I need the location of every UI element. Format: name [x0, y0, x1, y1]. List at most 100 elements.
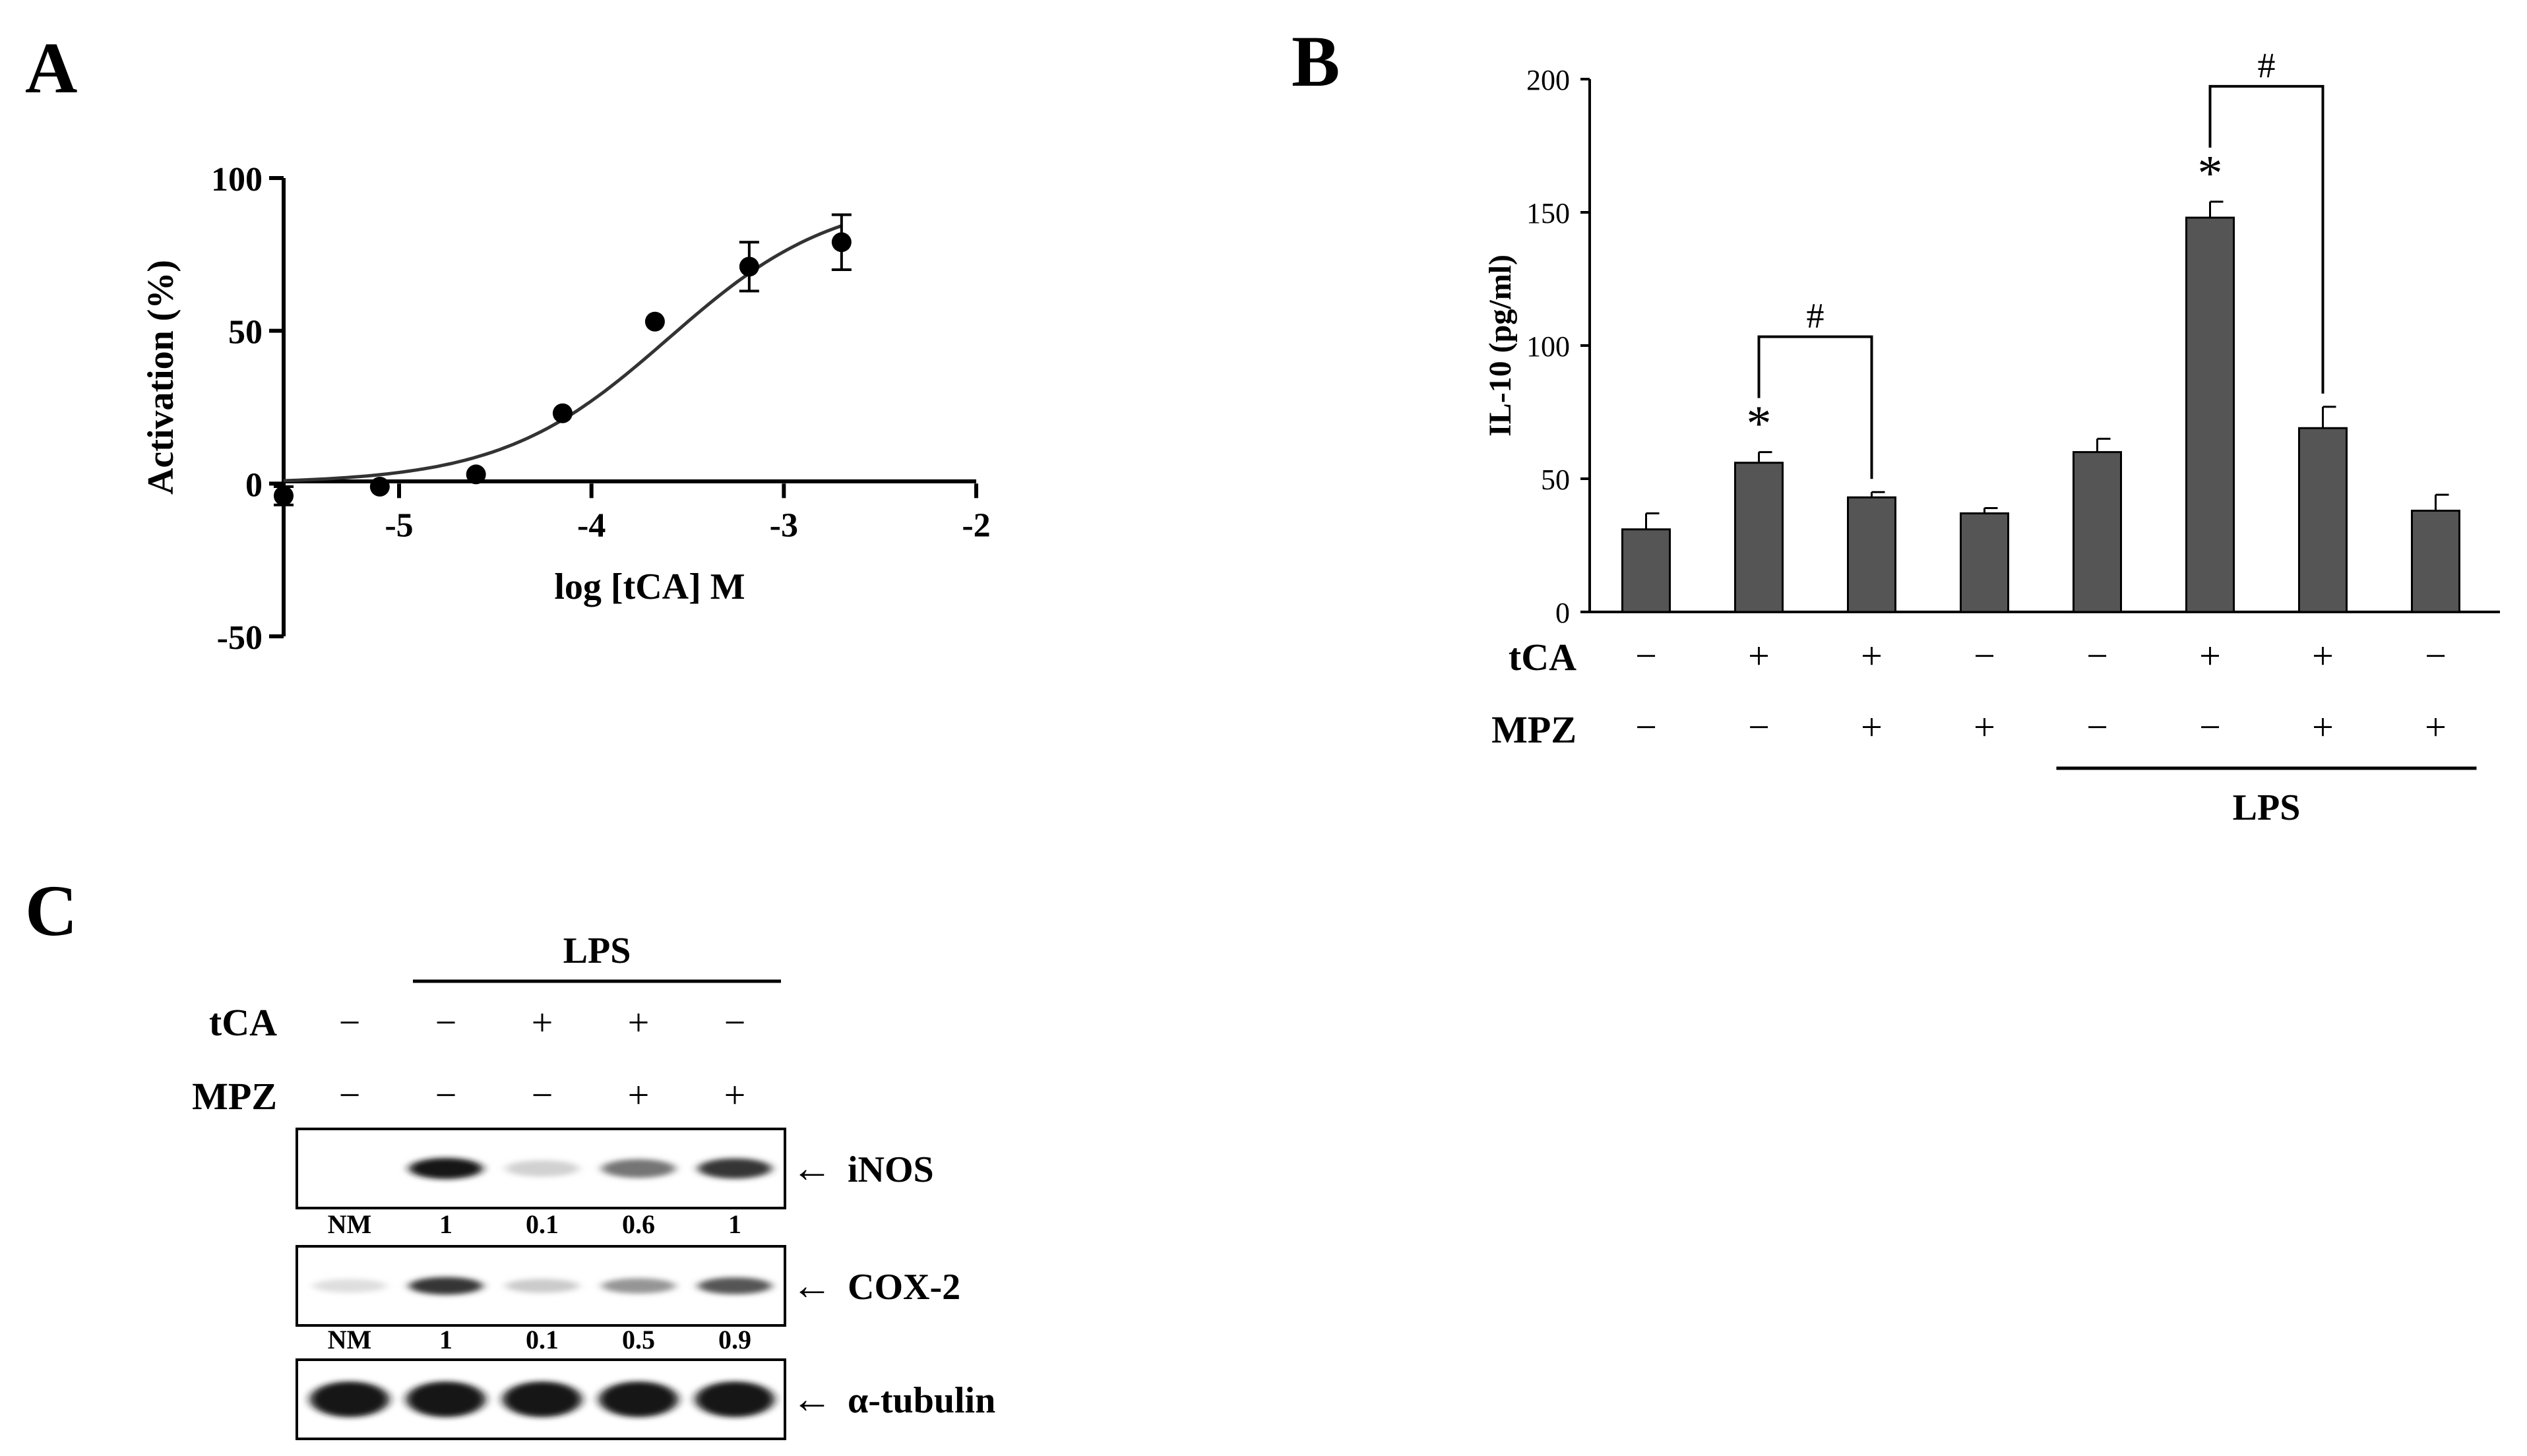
panel-c-quant-value: NM — [328, 1325, 372, 1354]
panel-c-sign: + — [628, 1001, 650, 1044]
panel-a-x-axis-label: log [tCA] M — [554, 566, 745, 607]
panel-c-protein-label: α-tubulin — [848, 1380, 995, 1421]
panel-b-significance-star: * — [1747, 396, 1772, 452]
panel-b-sign: + — [1748, 634, 1770, 677]
panel-a-data-point — [552, 403, 573, 423]
panel-b-sign: − — [1748, 706, 1770, 748]
panel-c-sign: − — [532, 1074, 553, 1116]
panel-b-y-axis-label: IL-10 (pg/ml) — [1483, 255, 1518, 437]
panel-a-data-point — [644, 311, 665, 332]
panel-b-sign: − — [2425, 634, 2447, 677]
panel-a-data-point — [466, 464, 486, 485]
panel-a-y-tick-label: 50 — [228, 314, 263, 351]
panel-c-arrow: ← — [792, 1146, 832, 1191]
panel-c-sign: − — [724, 1001, 746, 1044]
panel-c-quant-value: 0.5 — [622, 1325, 655, 1354]
panel-b-bar — [2185, 216, 2235, 613]
panel-c-blot-band — [599, 1381, 678, 1417]
panel-c-sign: + — [724, 1074, 746, 1116]
panel-b-sign: + — [2425, 706, 2447, 748]
panel-c-blot-band — [602, 1159, 675, 1178]
panel-b-sign: − — [1635, 634, 1657, 677]
panel-b-bracket-label: # — [2258, 46, 2276, 85]
panel-a-y-tick-label: 0 — [245, 466, 263, 504]
panel-c-quant-value: 1 — [439, 1209, 452, 1239]
panel-a-data-point — [274, 485, 294, 506]
panel-c-blot-band — [695, 1381, 774, 1417]
panel-c-sign: − — [339, 1074, 361, 1116]
panel-label-c: C — [25, 870, 77, 951]
panel-c-blot-band — [505, 1160, 579, 1177]
panel-c-blot-band — [602, 1278, 675, 1294]
panel-b-sign: − — [1974, 634, 1995, 677]
panel-c-protein-label: iNOS — [848, 1149, 934, 1190]
panel-b-sign: − — [1635, 706, 1657, 748]
panel-b-bar — [1960, 512, 2009, 613]
panel-a-chart: -50 0 50 100 -5 -4 -3 -2 log [tCA] M Activation… — [140, 161, 991, 657]
panel-b-tick-labels: 0 50 100 150 200 — [1526, 64, 1570, 629]
panel-c-blot-band — [505, 1279, 579, 1293]
panel-b-significance-stars: ** — [1747, 146, 2223, 452]
panel-b-y-tick-label: 0 — [1555, 597, 1570, 629]
panel-b-bar — [1734, 462, 1784, 613]
panel-c-blot-band — [409, 1158, 483, 1179]
panel-c-quant-value: 0.1 — [526, 1209, 559, 1239]
panel-b-sign: − — [2199, 706, 2221, 748]
panel-c-blot-band — [310, 1381, 389, 1417]
panel-c-blot-band — [313, 1279, 387, 1293]
panel-c-sign: − — [435, 1001, 457, 1044]
panel-c-quant-value: NM — [328, 1209, 372, 1239]
panel-a-data-points — [274, 213, 852, 506]
panel-b-bar — [1847, 496, 1896, 613]
panel-c-blot-strips: NM 1 0.1 0.6 1 ← iNOS NM 1 0.1 0.5 0.9 ← COX-2 ← α-tubu… — [296, 1128, 995, 1440]
panel-b-bracket — [2208, 84, 2324, 394]
panel-b-sign: + — [1861, 634, 1883, 677]
panel-a-x-tick-label: -3 — [770, 506, 798, 544]
panel-b-y-tick-label: 100 — [1526, 330, 1570, 363]
panel-c-arrow: ← — [792, 1377, 832, 1422]
panel-c-blot-band — [409, 1277, 483, 1295]
panel-b-bar — [2298, 427, 2348, 613]
panel-b-bar — [1621, 528, 1671, 613]
panel-b-condition-signs: − + + − − + + − − − + + − − + + — [1635, 634, 2447, 748]
panel-c-blots: LPS tCA MPZ − − + + −− − − + + NM 1 0.1 0.6 1← iNOSNM… — [192, 930, 995, 1440]
panel-b-significance-star: * — [2198, 146, 2223, 201]
panel-c-quant-value: 1 — [439, 1325, 452, 1354]
panel-a-data-point — [739, 257, 759, 277]
panel-c-sign: − — [339, 1001, 361, 1044]
panel-c-blot-band — [503, 1381, 582, 1417]
panel-b-y-tick-label: 150 — [1526, 197, 1570, 229]
panel-b-row-label-mpz: MPZ — [1491, 708, 1576, 751]
panel-c-sign: + — [628, 1074, 650, 1116]
panel-c-lps-label: LPS — [563, 930, 631, 971]
panel-b-sign: + — [2199, 634, 2221, 677]
panel-b-sign: + — [1974, 706, 1995, 748]
panel-b-y-tick-label: 50 — [1541, 464, 1570, 496]
panel-a-y-tick-label: 100 — [211, 161, 263, 198]
panel-c-quant-value: 0.9 — [718, 1325, 751, 1354]
panel-a-y-axis-label: Activation (%) — [140, 260, 181, 495]
panel-c-blot-band — [406, 1381, 485, 1417]
panel-c-blot-band — [698, 1158, 772, 1179]
panel-c-condition-signs: − − + + − − − − + + — [339, 1001, 746, 1116]
panel-a-x-tick-label: -4 — [577, 506, 606, 544]
panel-a-data-point — [831, 232, 852, 253]
panel-b-bars — [1621, 216, 2460, 613]
panel-a-x-tick-label: -5 — [385, 506, 413, 544]
panel-b-bracket — [1757, 335, 1873, 479]
panel-c-blot-band — [698, 1277, 772, 1294]
panel-b-y-tick-label: 200 — [1526, 64, 1570, 96]
panel-b-row-label-tca: tCA — [1509, 636, 1576, 679]
panel-b-bracket-label: # — [1807, 296, 1825, 336]
panel-label-a: A — [25, 28, 77, 108]
panel-a-y-tick-label: -50 — [217, 619, 263, 657]
panel-a-data-point — [369, 476, 390, 497]
panel-b-error-bars — [1645, 200, 2449, 530]
panel-c-sign: − — [435, 1074, 457, 1116]
panel-c-sign: + — [532, 1001, 553, 1044]
panel-c-quant-value: 0.1 — [526, 1325, 559, 1354]
panel-b-ticks — [1580, 78, 1590, 613]
panel-c-arrow: ← — [792, 1263, 832, 1308]
panel-b-sign: + — [2312, 634, 2334, 677]
panel-b-bar — [2073, 451, 2122, 613]
